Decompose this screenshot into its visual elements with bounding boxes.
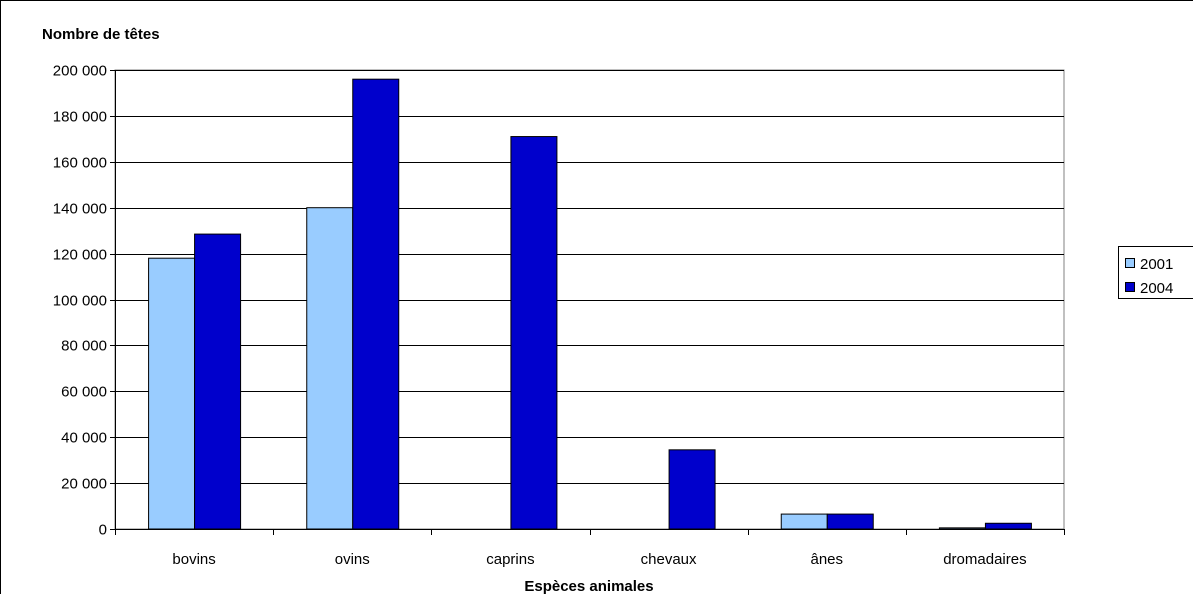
y-tick-label: 20 000 (61, 476, 107, 493)
y-axis-title: Nombre de têtes (42, 26, 160, 43)
legend-label-2001: 2001 (1140, 256, 1173, 273)
legend-swatch-2001 (1126, 259, 1135, 268)
y-tick-label: 120 000 (53, 247, 107, 264)
y-tick-label: 140 000 (53, 201, 107, 218)
y-tick-label: 180 000 (53, 109, 107, 126)
x-tick-label: ânes (810, 551, 843, 568)
x-tick-label: bovins (172, 551, 215, 568)
x-tick-label: ovins (335, 551, 370, 568)
bar-2004-ovins (353, 79, 399, 529)
y-tick-label: 100 000 (53, 293, 107, 310)
x-tick-label: caprins (486, 551, 534, 568)
x-tick-label: chevaux (641, 551, 697, 568)
y-tick-label: 200 000 (53, 63, 107, 80)
y-tick-label: 160 000 (53, 155, 107, 172)
y-tick-label: 40 000 (61, 430, 107, 447)
bar-2001-bovins (149, 258, 195, 529)
bar-2004-bovins (195, 234, 241, 529)
bar-2004-chevaux (669, 450, 715, 529)
legend-label-2004: 2004 (1140, 280, 1173, 297)
y-tick-label: 80 000 (61, 338, 107, 355)
plot-area (115, 70, 1064, 529)
bar-2004-caprins (511, 137, 557, 529)
bar-2001-dromadaires (939, 528, 985, 529)
legend-swatch-2004 (1126, 283, 1135, 292)
bar-2001-ovins (307, 208, 353, 529)
bar-2004-dromadaires (985, 523, 1031, 529)
legend: 2001 2004 (1119, 247, 1193, 299)
x-tick-label: dromadaires (943, 551, 1026, 568)
y-tick-label: 60 000 (61, 384, 107, 401)
bar-2004-ânes (827, 514, 873, 529)
bar-2001-ânes (781, 514, 827, 529)
x-axis-title: Espèces animales (524, 578, 653, 594)
y-tick-label: 0 (99, 522, 107, 539)
